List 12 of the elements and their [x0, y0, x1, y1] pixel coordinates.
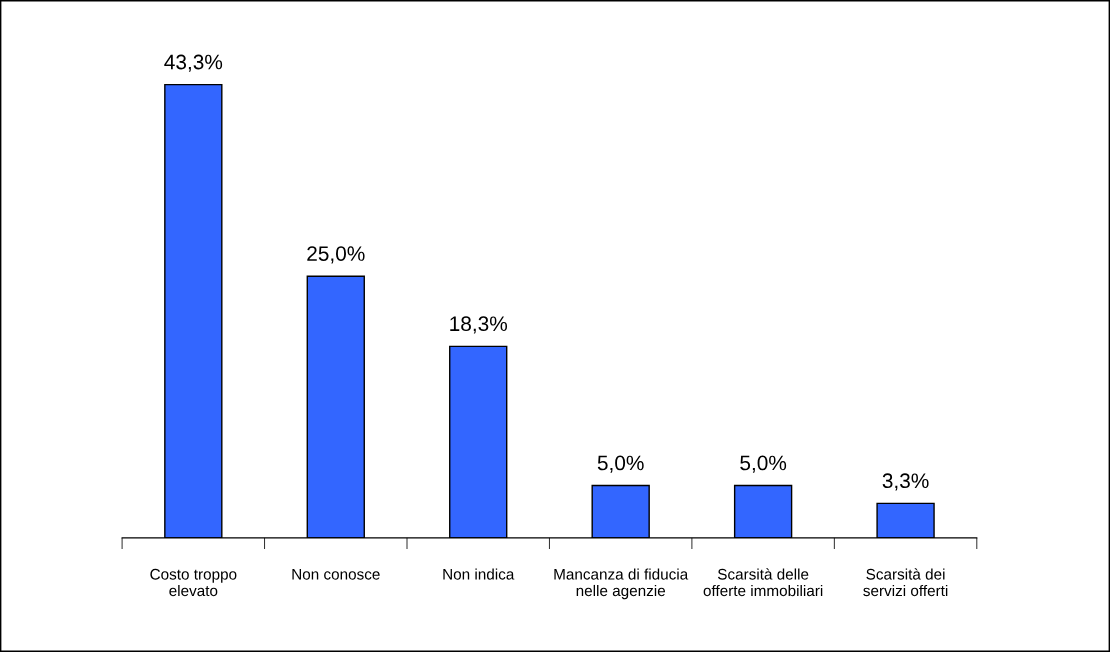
data-label: 43,3%	[164, 54, 223, 72]
data-label: 3,3%	[882, 473, 929, 491]
x-tick-label: Mancanza di fiducia nelle agenzie	[554, 568, 689, 600]
data-label: 5,0%	[597, 455, 644, 473]
data-label: 5,0%	[740, 455, 787, 473]
x-tick-label: Scarsità delle offerte immobiliari	[703, 568, 823, 597]
data-label: 18,3%	[450, 316, 508, 334]
x-tick-label: Non indica	[443, 568, 515, 580]
x-tick-label: Scarsità dei servizi offerti	[863, 568, 948, 597]
data-label: 25,0%	[307, 246, 365, 264]
x-tick-label: Costo troppo elevato	[150, 568, 237, 597]
x-tick-label: Non conosce	[292, 569, 380, 580]
